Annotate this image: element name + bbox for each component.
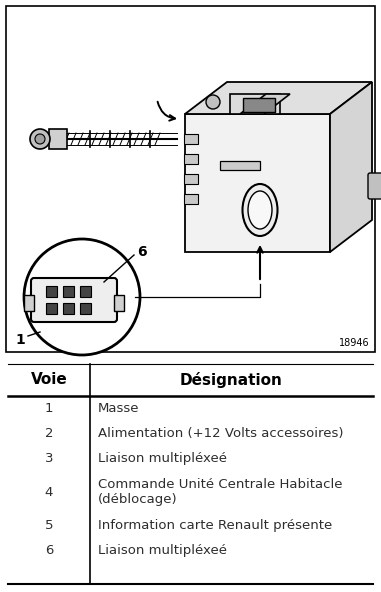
Circle shape (24, 239, 140, 355)
Text: Information carte Renault présente: Information carte Renault présente (98, 519, 332, 532)
FancyBboxPatch shape (368, 173, 381, 199)
Polygon shape (330, 82, 372, 252)
Text: 4: 4 (45, 485, 53, 498)
Text: Voie: Voie (30, 372, 67, 388)
Bar (184, 174, 198, 184)
Text: 3: 3 (45, 452, 53, 465)
FancyBboxPatch shape (31, 278, 117, 322)
Bar (63, 303, 74, 314)
Text: Commande Unité Centrale Habitacle
(déblocage): Commande Unité Centrale Habitacle (déblo… (98, 478, 343, 506)
Ellipse shape (242, 184, 277, 236)
Text: 1: 1 (15, 333, 25, 347)
Bar (49, 129, 67, 149)
Text: Alimentation (+12 Volts accessoires): Alimentation (+12 Volts accessoires) (98, 427, 344, 440)
Bar (46, 286, 57, 297)
Bar (24, 295, 34, 311)
Bar (80, 303, 91, 314)
Ellipse shape (248, 191, 272, 229)
Circle shape (30, 129, 50, 149)
Bar (243, 98, 275, 112)
Text: 18946: 18946 (339, 338, 370, 348)
Bar (184, 134, 198, 144)
Bar (220, 161, 260, 170)
Circle shape (206, 95, 220, 109)
Bar (184, 194, 198, 204)
Text: 1: 1 (45, 402, 53, 415)
Text: 6: 6 (45, 544, 53, 557)
Text: Masse: Masse (98, 402, 139, 415)
Polygon shape (240, 94, 290, 114)
Text: Liaison multipléxeé: Liaison multipléxeé (98, 544, 227, 557)
Polygon shape (185, 82, 372, 114)
Text: Liaison multipléxeé: Liaison multipléxeé (98, 452, 227, 465)
Text: 2: 2 (45, 427, 53, 440)
Text: 6: 6 (137, 245, 147, 259)
Bar (184, 154, 198, 164)
Bar (6, 6, 375, 352)
Bar (230, 94, 280, 114)
Text: Désignation: Désignation (180, 372, 283, 388)
Bar (185, 114, 330, 252)
Text: 5: 5 (45, 519, 53, 532)
Circle shape (35, 134, 45, 144)
Bar (80, 286, 91, 297)
Bar (114, 295, 124, 311)
Bar (46, 303, 57, 314)
Bar (63, 286, 74, 297)
